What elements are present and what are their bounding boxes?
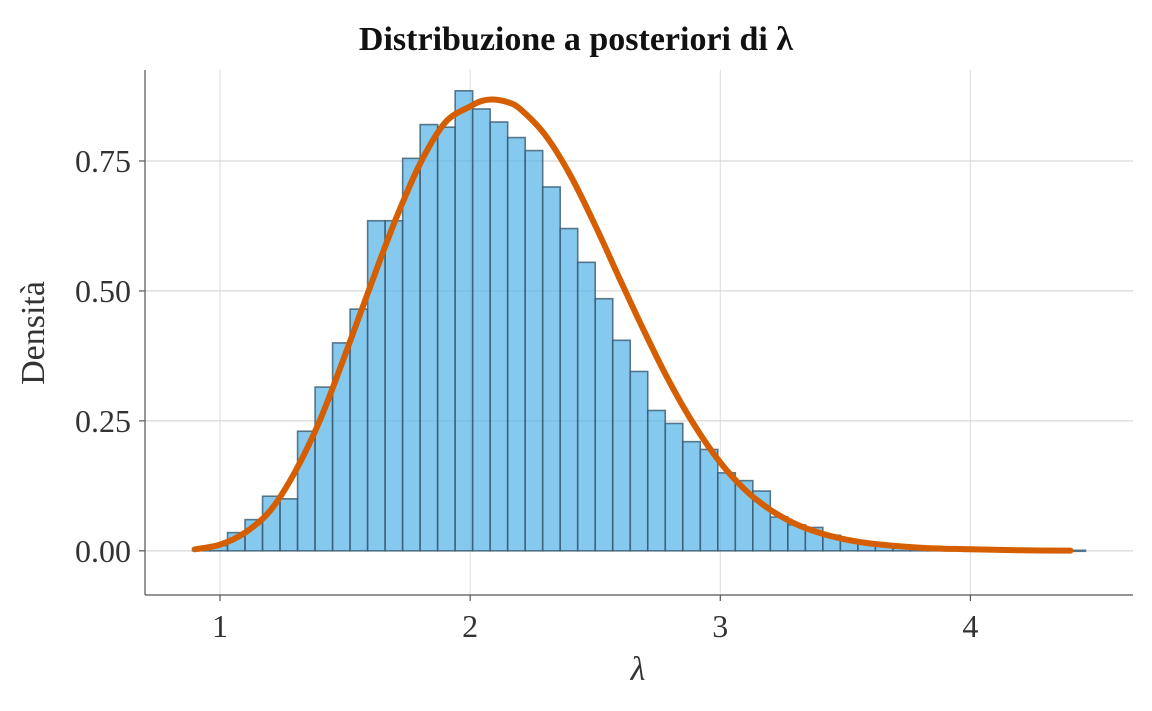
density-curve: [192, 96, 1074, 554]
histogram-bar: [594, 297, 614, 552]
histogram-bar: [489, 121, 509, 552]
chart-title: Distribuzione a posteriori di λ: [359, 21, 793, 58]
y-tick-label: 0.25: [75, 403, 131, 439]
histogram-bar: [559, 227, 579, 552]
x-tick-label: 3: [712, 608, 728, 644]
histogram-bar: [436, 126, 456, 552]
y-tick-label: 0.75: [75, 143, 131, 179]
histogram-bar: [681, 440, 702, 552]
histogram-bar: [419, 123, 439, 552]
x-tick-label: 4: [962, 608, 978, 644]
x-tick-label: 2: [462, 608, 478, 644]
y-ticks: 0.00 0.25 0.50 0.75: [75, 143, 145, 569]
histogram-bar: [524, 149, 544, 552]
x-tick-label: 1: [212, 608, 228, 644]
histogram-bar: [611, 339, 632, 552]
histogram-bar: [576, 261, 597, 552]
histogram-bar: [279, 498, 299, 552]
histogram-bar: [541, 186, 562, 552]
histogram-bar: [506, 136, 526, 552]
y-tick-label: 0.00: [75, 533, 131, 569]
histogram-bar: [716, 472, 737, 552]
histogram-bar: [471, 108, 491, 552]
histogram-bar: [454, 89, 474, 552]
histogram-bar: [664, 422, 684, 552]
histogram-bar: [646, 409, 667, 552]
y-tick-label: 0.50: [75, 273, 131, 309]
y-axis-label: Densità: [15, 281, 52, 385]
axes: [144, 70, 1133, 596]
density-curve-layer: [192, 96, 1074, 554]
x-ticks: 1 2 3 4: [212, 595, 978, 644]
histogram-bar: [401, 157, 421, 552]
histogram-bar: [699, 448, 719, 552]
histogram-bar: [349, 308, 369, 552]
histogram-bar: [629, 370, 649, 552]
histogram-bar: [384, 219, 404, 552]
x-axis-label: λ: [630, 651, 646, 688]
